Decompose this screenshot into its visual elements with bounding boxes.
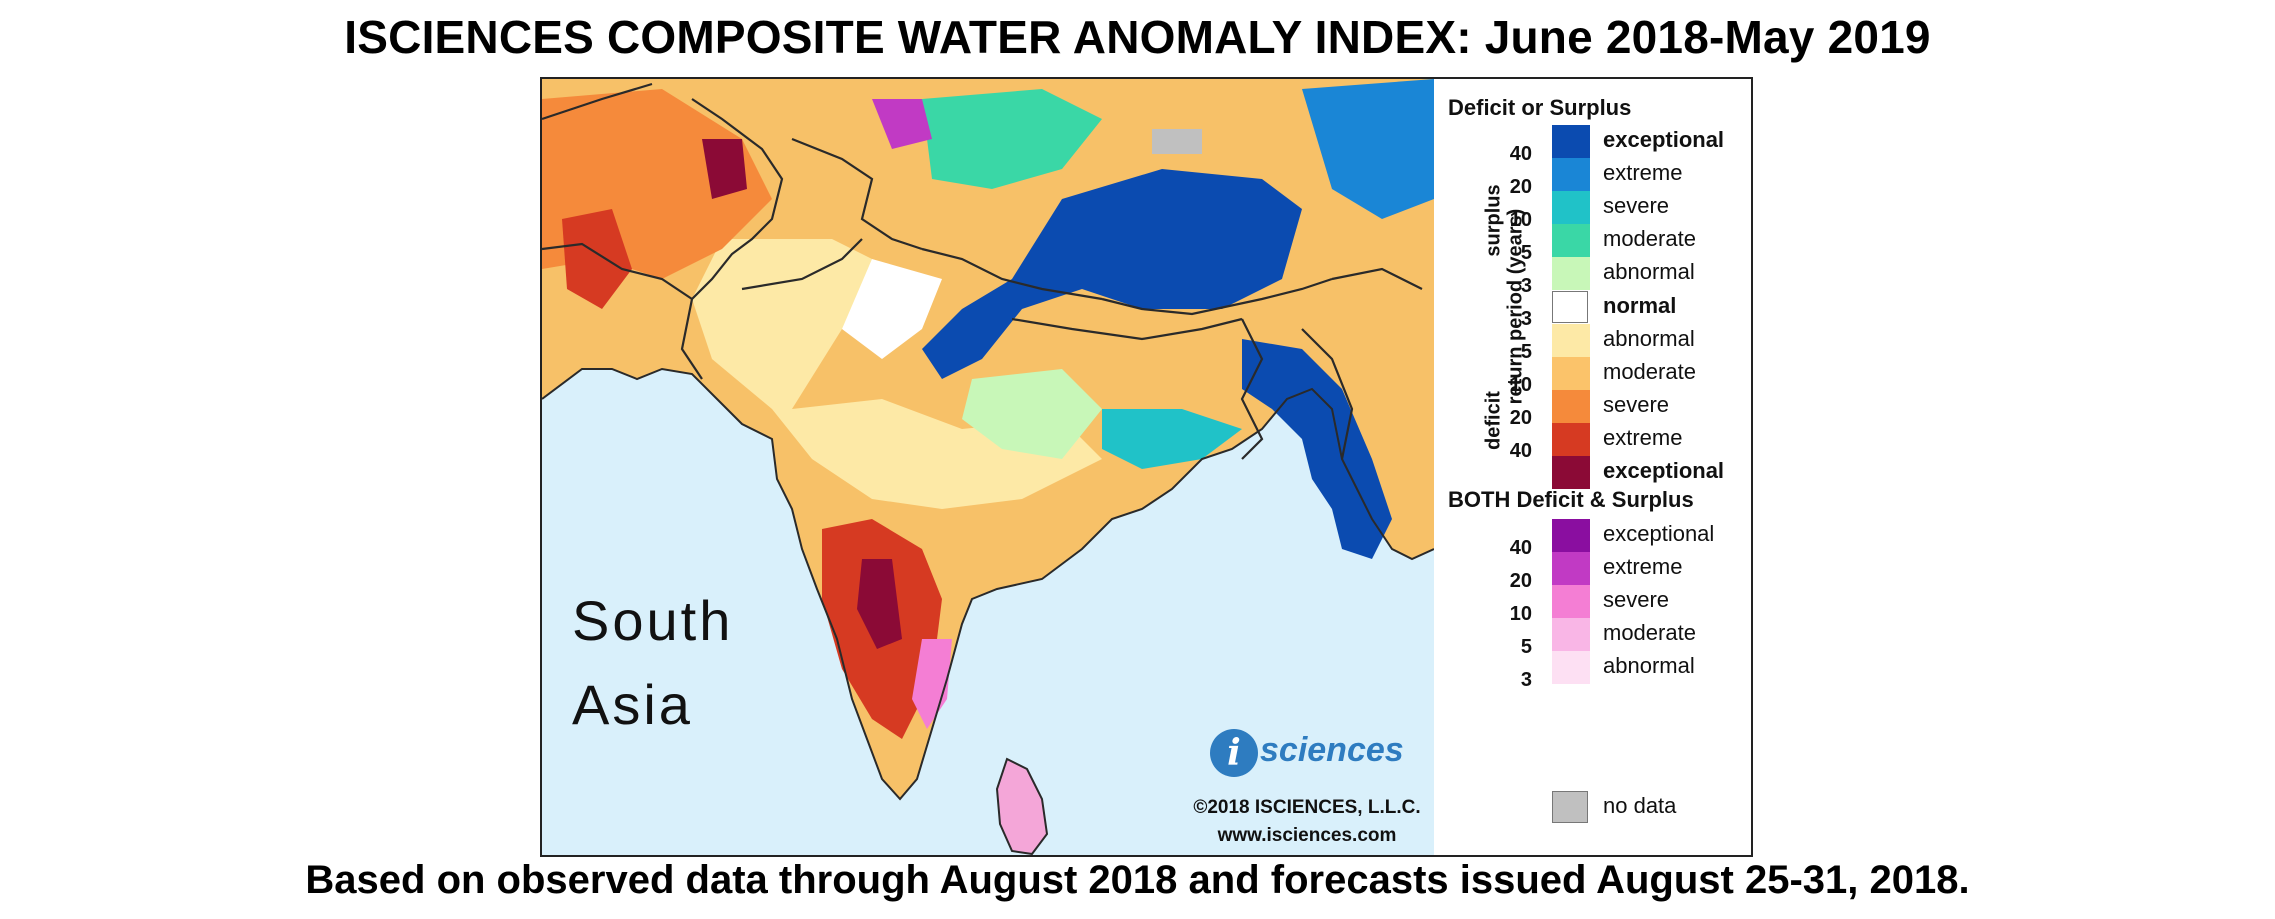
legend-swatch-both-exceptional	[1552, 519, 1590, 552]
legend-label-both-severe: severe	[1603, 587, 1670, 612]
legend-both-number: 20	[1509, 570, 1532, 592]
border-line	[1101, 277, 1333, 316]
legend-swatch-deficit-extreme	[1552, 423, 1590, 456]
legend-label-surplus-abnormal: abnormal	[1603, 259, 1695, 284]
map-footer-note: Based on observed data through August 20…	[305, 858, 1970, 902]
copyright-text: ©2018 ISCIENCES, L.L.C.	[1193, 797, 1421, 818]
legend-label-both-exceptional: exceptional	[1603, 521, 1715, 546]
both-north-purple	[872, 99, 932, 149]
border-line	[1331, 267, 1423, 290]
sri-lanka	[997, 759, 1047, 854]
legend-surplus-number: 10	[1509, 209, 1532, 231]
legend-label-both-abnormal: abnormal	[1603, 653, 1695, 678]
website-url: www.isciences.com	[1217, 825, 1397, 846]
anomaly-map: South Asia i sciences ©2018 ISCIENCES, L…	[542, 79, 1434, 855]
map-graphic	[542, 79, 1434, 855]
legend-swatch-deficit-moderate	[1552, 357, 1590, 390]
deficit-exceptional-nw	[702, 139, 747, 199]
coastline	[542, 367, 1434, 801]
legend-swatch-surplus-extreme	[1552, 158, 1590, 191]
legend-surplus-number: 20	[1509, 176, 1532, 198]
surplus-north-blue	[922, 169, 1302, 379]
legend-swatch-nodata	[1552, 791, 1588, 823]
legend-label-deficit-exceptional: exceptional	[1603, 458, 1725, 483]
logo-i-icon: i	[1210, 729, 1258, 777]
border-line	[1301, 328, 1354, 460]
legend-surplus-number: 5	[1520, 242, 1532, 264]
legend-label-normal: normal	[1603, 293, 1677, 318]
legend-deficit-number: 20	[1509, 407, 1532, 429]
region-label-line1: South	[572, 589, 734, 652]
legend-label-nodata: no data	[1603, 793, 1677, 818]
isciences-logo: i sciences	[1210, 729, 1420, 779]
legend-label-deficit-moderate: moderate	[1603, 359, 1696, 384]
legend-both-number: 3	[1520, 669, 1532, 691]
border-line	[542, 82, 653, 121]
legend-label-both-moderate: moderate	[1603, 620, 1696, 645]
legend-label-deficit-severe: severe	[1603, 392, 1670, 417]
legend-swatch-both-moderate	[1552, 618, 1590, 651]
legend-label-surplus-exceptional: exceptional	[1603, 127, 1725, 152]
legend-swatch-surplus-exceptional	[1552, 125, 1590, 158]
sri-lanka-outline	[995, 757, 1049, 855]
legend-label-surplus-extreme: extreme	[1603, 160, 1683, 185]
legend-swatch-both-extreme	[1552, 552, 1590, 585]
map-title: ISCIENCES COMPOSITE WATER ANOMALY INDEX:…	[344, 11, 1931, 63]
legend-label-both-extreme: extreme	[1603, 554, 1683, 579]
legend-deficit-number: 40	[1509, 440, 1532, 462]
legend-swatch-both-abnormal	[1552, 651, 1590, 684]
legend-heading-both: BOTH Deficit & Surplus	[1448, 487, 1694, 512]
legend-both-number: 40	[1509, 537, 1532, 559]
legend-label-deficit-extreme: extreme	[1603, 425, 1683, 450]
region-label: South Asia	[572, 579, 733, 747]
deficit-extreme-nw	[562, 209, 632, 309]
both-south-pink	[912, 639, 952, 729]
legend-heading-deficit-surplus: Deficit or Surplus	[1448, 95, 1632, 120]
legend-swatch-deficit-exceptional	[1552, 456, 1590, 489]
legend-swatch-surplus-moderate	[1552, 224, 1590, 257]
nodata-north	[1152, 129, 1202, 154]
legend-surplus-number: 40	[1509, 143, 1532, 165]
border-line	[1011, 317, 1243, 341]
border-line	[741, 238, 863, 291]
border-line	[921, 247, 1103, 301]
legend-surplus-number: 3	[1520, 275, 1532, 297]
region-label-line2: Asia	[572, 673, 693, 736]
legend-swatch-surplus-abnormal	[1552, 257, 1590, 290]
deficit-south-exceptional	[857, 559, 902, 649]
legend-both-number: 5	[1520, 636, 1532, 658]
country-borders	[542, 82, 1423, 460]
surplus-east-cyan	[1102, 409, 1242, 469]
legend-deficit-number: 10	[1509, 374, 1532, 396]
border-line	[542, 242, 693, 300]
legend-swatch-both-severe	[1552, 585, 1590, 618]
border-line	[1240, 318, 1264, 460]
legend-deficit-number: 5	[1520, 341, 1532, 363]
legend-swatch-deficit-abnormal	[1552, 324, 1590, 357]
surplus-cyan	[922, 89, 1102, 189]
surplus-northeast-blue	[1242, 339, 1392, 559]
abnormal-surplus-green	[962, 369, 1102, 459]
legend-swatch-deficit-severe	[1552, 390, 1590, 423]
legend-label-deficit-abnormal: abnormal	[1603, 326, 1695, 351]
legend-panel: Deficit or Surplus return period (years)…	[1434, 79, 1751, 855]
map-frame: South Asia i sciences ©2018 ISCIENCES, L…	[540, 77, 1753, 857]
legend-label-surplus-moderate: moderate	[1603, 226, 1696, 251]
border-line	[791, 137, 923, 251]
border-line	[680, 98, 784, 380]
legend-label-surplus-severe: severe	[1603, 193, 1670, 218]
legend-both-number: 10	[1509, 603, 1532, 625]
legend-deficit-number: 3	[1520, 308, 1532, 330]
legend-swatch-normal	[1552, 291, 1588, 323]
legend-swatch-surplus-severe	[1552, 191, 1590, 224]
logo-wordmark: sciences	[1260, 731, 1404, 769]
top-right-blue	[1302, 79, 1434, 219]
